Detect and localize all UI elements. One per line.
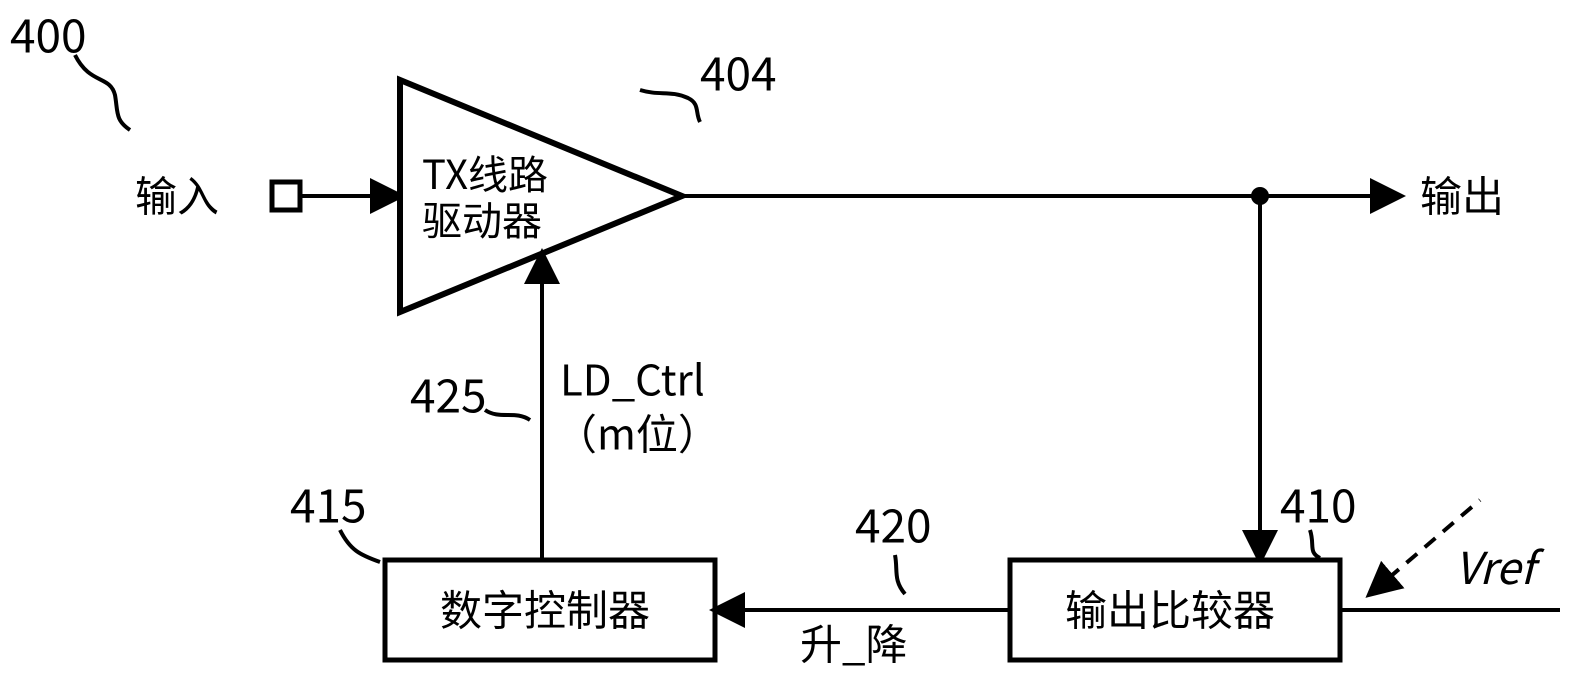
leader-425 [485,410,530,420]
output-label: 输出 [1420,163,1504,224]
ld-ctrl-label-line1: LD_Ctrl [560,347,705,408]
ref-400: 400 [10,0,87,66]
ref-420: 420 [855,490,932,556]
leader-404 [640,90,700,122]
vref-label: Vref [1455,533,1545,597]
input-label: 输入 [135,163,219,224]
ref-410: 410 [1280,470,1357,536]
amp-label-line2: 驱动器 [422,189,542,247]
up-down-label: 升_降 [800,611,907,672]
ld-ctrl-label-line2: （m位） [555,401,720,462]
input-port [272,182,300,210]
output-comparator-label: 输出比较器 [1065,577,1275,638]
leader-420 [895,555,905,594]
digital-controller-label: 数字控制器 [440,577,650,638]
ref-425: 425 [410,360,487,426]
ref-415: 415 [290,470,367,536]
ref-404: 404 [700,38,777,104]
